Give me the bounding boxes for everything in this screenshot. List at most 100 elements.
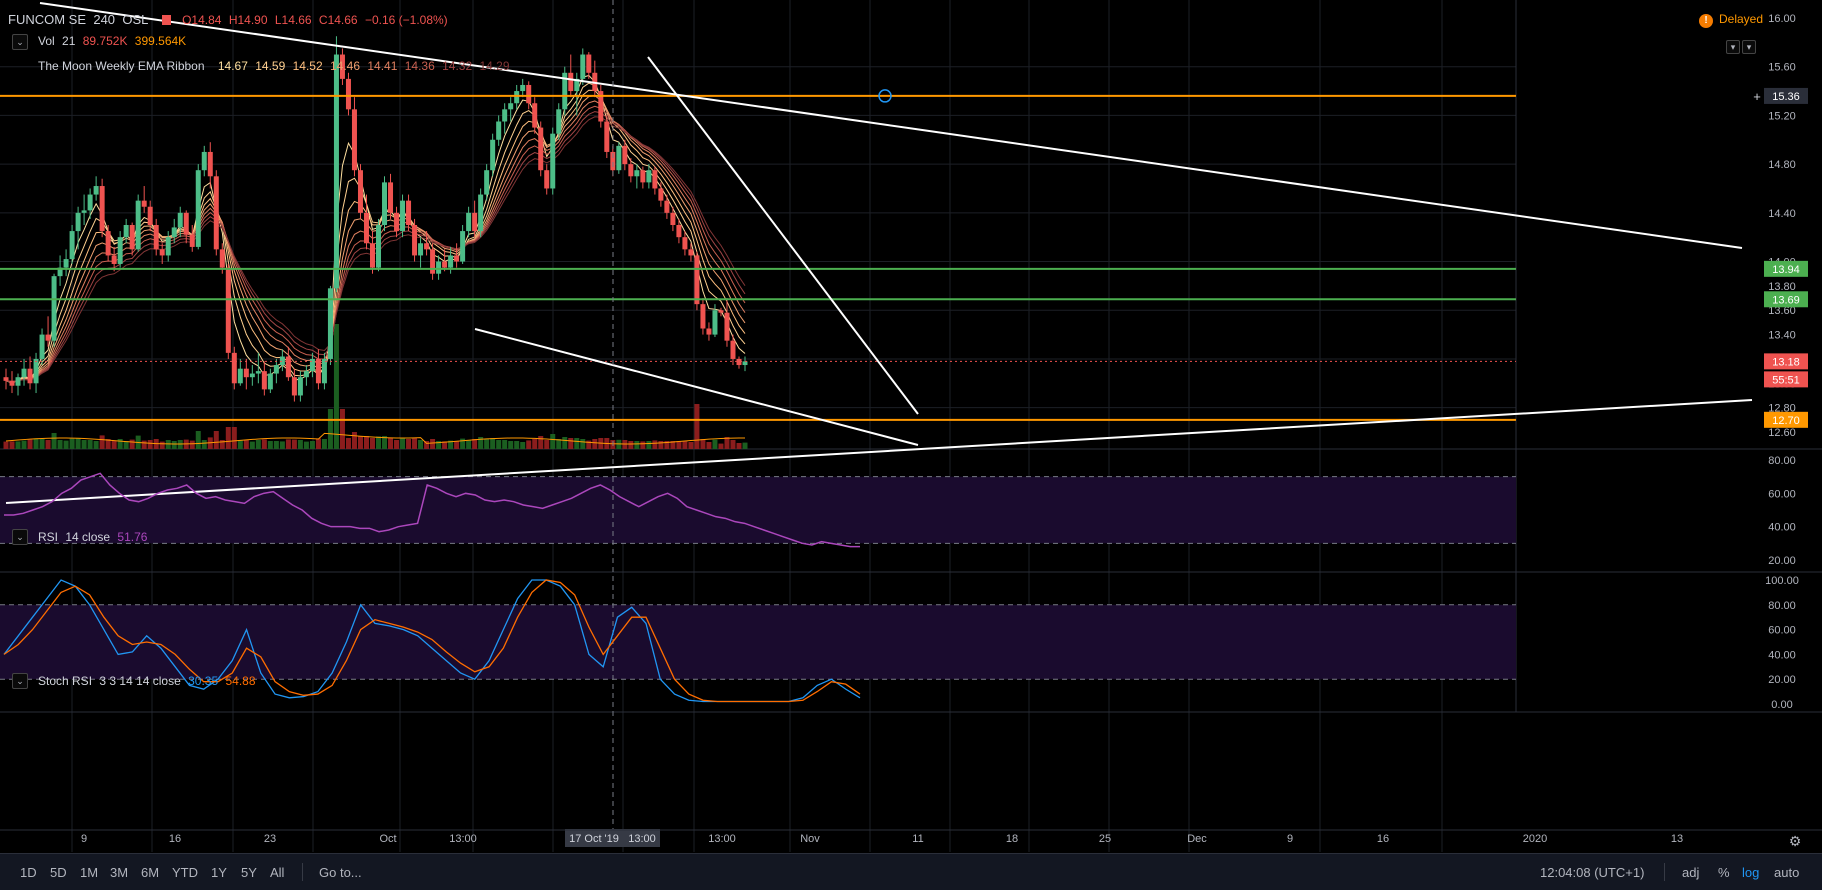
volume-bar <box>490 438 496 449</box>
volume-bar <box>520 442 526 449</box>
candle-body <box>574 78 580 92</box>
volume-bar <box>556 439 562 449</box>
volume-bar <box>141 440 147 449</box>
price-label-box <box>1764 260 1808 277</box>
adj-toggle[interactable]: adj <box>1682 865 1700 880</box>
volume-ma-value: 399.564K <box>134 34 187 48</box>
volume-bar <box>63 440 69 449</box>
volume-bar <box>255 440 261 449</box>
scroll-down-button[interactable]: ▾ <box>1742 40 1756 54</box>
volume-bar <box>9 441 15 449</box>
candle-body <box>225 267 231 353</box>
collapse-legend-button[interactable]: ⌄ <box>12 34 28 50</box>
candle-body <box>123 225 129 238</box>
timeframe-6m[interactable]: 6M <box>141 865 160 880</box>
timeframe-1m[interactable]: 1M <box>80 865 99 880</box>
volume-bars <box>3 324 748 449</box>
candle-body <box>369 243 375 268</box>
candle-body <box>610 151 616 171</box>
warning-icon: ! <box>1699 14 1713 28</box>
volume-bar <box>87 440 93 449</box>
volume-bar <box>33 438 39 449</box>
timeframe-all[interactable]: All <box>270 865 285 880</box>
stoch-collapse-button[interactable]: ⌄ <box>12 673 28 689</box>
volume-bar <box>670 441 676 449</box>
candle-body <box>183 212 189 235</box>
crosshair-date-label: 17 Oct '19 <box>569 833 619 845</box>
candle-body <box>688 249 694 256</box>
clock-label[interactable]: 12:04:08 (UTC+1) <box>1540 865 1645 880</box>
goto-button[interactable]: Go to... <box>319 865 362 880</box>
time-tick-label: 11 <box>912 833 923 845</box>
candle-body <box>261 371 267 390</box>
candle-body <box>159 249 165 256</box>
timeframe-3m[interactable]: 3M <box>110 865 129 880</box>
candle-body <box>333 54 339 289</box>
volume-bar <box>478 437 484 449</box>
price-label-text: 15.36 <box>1772 91 1800 103</box>
stoch-tick-label: 0.00 <box>1771 699 1792 711</box>
volume-bar <box>586 440 592 449</box>
volume-bar <box>243 440 249 449</box>
timeframe-1y[interactable]: 1Y <box>211 865 227 880</box>
rsi-legend[interactable]: RSI 14 close 51.76 <box>38 530 151 544</box>
time-tick-label: 16 <box>1377 833 1389 845</box>
volume-bar <box>580 439 586 449</box>
ema-value-8: 14.29 <box>479 59 510 73</box>
ema-legend[interactable]: The Moon Weekly EMA Ribbon 14.67 14.59 1… <box>38 59 514 73</box>
candle-body <box>237 368 243 384</box>
volume-bar <box>333 324 339 449</box>
candle-body <box>424 243 430 250</box>
ema-ribbon-line <box>5 111 746 382</box>
price-tick-label: 12.80 <box>1768 403 1796 415</box>
volume-bar <box>39 439 45 449</box>
change-value: −0.16 (−1.08%) <box>364 13 448 27</box>
timeframe-5y[interactable]: 5Y <box>241 865 257 880</box>
candle-body <box>33 358 39 384</box>
ema-ribbon-line <box>5 89 746 383</box>
candle-body <box>586 54 592 73</box>
volume-bar <box>400 438 406 449</box>
percent-toggle[interactable]: % <box>1718 865 1730 880</box>
candle-body <box>658 188 664 201</box>
candle-body <box>279 356 285 366</box>
volume-bar <box>171 441 177 449</box>
candle-body <box>544 170 550 189</box>
delayed-badge[interactable]: ! Delayed <box>1699 12 1763 28</box>
volume-bar <box>189 440 195 449</box>
low-value: L14.66 <box>274 13 312 27</box>
volume-bar <box>700 439 706 449</box>
auto-toggle[interactable]: auto <box>1774 865 1800 880</box>
volume-bar <box>544 440 550 449</box>
ema-ribbon-line <box>5 105 746 383</box>
scroll-up-button[interactable]: ▾ <box>1726 40 1740 54</box>
volume-bar <box>508 441 514 449</box>
symbol-legend[interactable]: FUNCOM SE 240 OSL O14.84 H14.90 L14.66 C… <box>8 12 452 27</box>
volume-bar <box>51 433 57 449</box>
indicator-panel-fills <box>0 476 1516 680</box>
candle-body <box>45 334 51 341</box>
alert-handle-icon <box>878 89 892 103</box>
volume-bar <box>15 441 21 449</box>
stoch-legend[interactable]: Stoch RSI 3 3 14 14 close 30.35 54.88 <box>38 674 260 688</box>
volume-bar <box>568 438 574 449</box>
candle-body <box>201 151 207 171</box>
volume-bar <box>369 438 375 449</box>
timeframe-5d[interactable]: 5D <box>50 865 67 880</box>
timeframe-1d[interactable]: 1D <box>20 865 37 880</box>
stoch-tick-label: 40.00 <box>1768 649 1796 661</box>
timeframe-ytd[interactable]: YTD <box>172 865 198 880</box>
rsi-tick-label: 40.00 <box>1768 522 1796 534</box>
stoch-tick-label: 80.00 <box>1768 600 1796 612</box>
volume-legend[interactable]: Vol 21 89.752K 399.564K <box>38 34 190 48</box>
log-toggle[interactable]: log <box>1742 865 1760 880</box>
candle-body <box>177 212 183 228</box>
volume-bar <box>532 439 538 449</box>
price-label-box <box>1764 353 1808 370</box>
volume-bar <box>3 441 9 449</box>
volume-bar <box>357 436 363 449</box>
candle-body <box>321 358 327 384</box>
rsi-collapse-button[interactable]: ⌄ <box>12 529 28 545</box>
volume-bar <box>303 441 309 449</box>
